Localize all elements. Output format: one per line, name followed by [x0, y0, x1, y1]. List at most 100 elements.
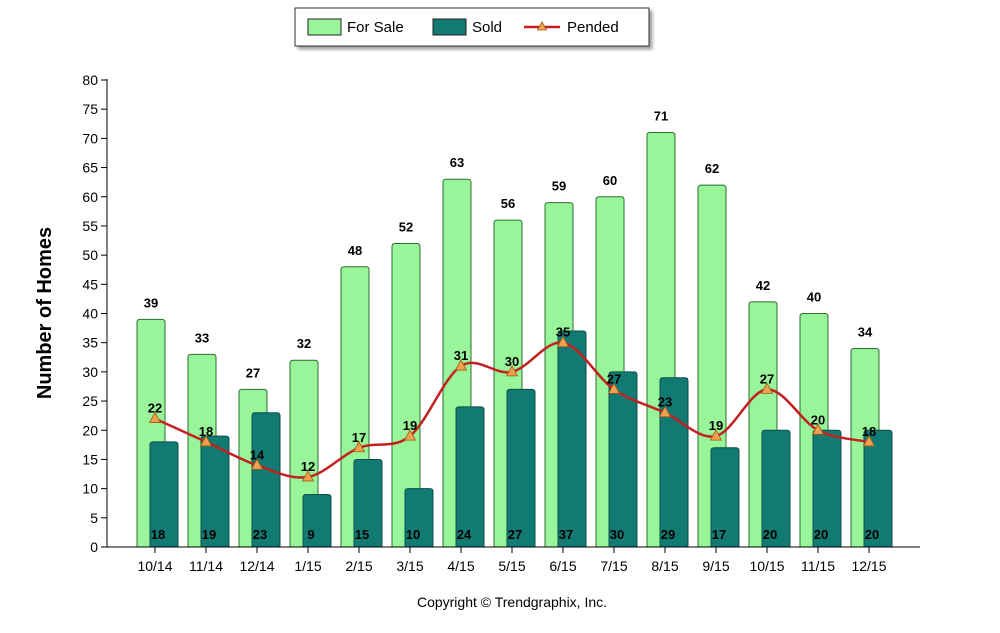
data-label-pended: 35: [556, 325, 570, 340]
data-label-sold: 20: [763, 527, 777, 542]
bar-sold: [557, 330, 587, 548]
x-tick-label: 9/15: [702, 558, 729, 574]
marker-pended: [811, 423, 825, 435]
data-label-for-sale: 48: [348, 243, 362, 258]
y-tick-label: 25: [82, 393, 98, 409]
y-tick-label: 65: [82, 160, 98, 176]
data-label-sold: 27: [508, 527, 522, 542]
data-label-sold: 15: [355, 527, 369, 542]
marker-pended: [607, 382, 621, 394]
marker-pended: [454, 359, 468, 371]
x-tick-label: 12/14: [239, 558, 274, 574]
data-label-for-sale: 33: [195, 330, 209, 345]
y-tick-label: 70: [82, 130, 98, 146]
data-label-pended: 18: [199, 424, 213, 439]
legend-marker-pended: [536, 21, 548, 31]
bar-for-sale: [391, 242, 421, 548]
data-label-sold: 37: [559, 527, 573, 542]
x-tick-label: 7/15: [600, 558, 627, 574]
data-label-for-sale: 34: [858, 325, 873, 340]
data-label-for-sale: 39: [144, 295, 158, 310]
y-tick-label: 15: [82, 451, 98, 467]
y-tick-label: 60: [82, 189, 98, 205]
legend-label-for-sale: For Sale: [347, 19, 404, 36]
x-tick-label: 3/15: [396, 558, 423, 574]
bar-sold: [710, 447, 740, 548]
y-tick-label: 40: [82, 306, 98, 322]
legend-label-sold: Sold: [472, 19, 502, 36]
bar-sold: [455, 406, 485, 548]
y-tick-label: 75: [82, 101, 98, 117]
data-label-for-sale: 71: [654, 109, 668, 124]
marker-pended: [556, 335, 570, 348]
marker-pended: [301, 470, 315, 482]
marker-pended: [403, 429, 417, 441]
y-tick-label: 45: [82, 276, 98, 292]
data-label-pended: 27: [760, 371, 774, 386]
data-label-sold: 20: [814, 527, 828, 542]
bar-sold: [761, 429, 791, 548]
bar-sold: [863, 429, 893, 548]
data-label-for-sale: 27: [246, 365, 260, 380]
legend-swatch-sold: [432, 18, 467, 36]
bar-sold: [302, 493, 332, 548]
data-label-pended: 27: [607, 371, 621, 386]
data-label-for-sale: 59: [552, 179, 566, 194]
x-tick-label: 10/14: [137, 558, 172, 574]
y-tick-label: 0: [90, 539, 98, 555]
marker-pended: [862, 435, 876, 447]
data-label-for-sale: 32: [297, 336, 311, 351]
data-label-sold: 18: [151, 527, 165, 542]
bar-sold: [353, 458, 383, 548]
data-label-for-sale: 42: [756, 278, 770, 293]
bar-sold: [251, 412, 281, 548]
x-tick-label: 11/14: [189, 558, 223, 574]
y-axis: 0 5 10 15 20 25 30 35 40 45 50 55 60 65 70 75 80: [82, 72, 108, 555]
x-axis: 10/14 11/14 12/14 1/15 2/15 3/15 4/15 5/15 6/15 7…: [107, 546, 920, 574]
data-label-pended: 12: [301, 459, 315, 474]
data-label-for-sale: 60: [603, 173, 617, 188]
marker-pended: [352, 440, 366, 453]
x-tick-label: 6/15: [549, 558, 576, 574]
legend: For Sale Sold Pended: [294, 7, 650, 47]
y-tick-label: 80: [82, 72, 98, 88]
bars-sold: 18 19 23 9 15 10 24 27 37 30 29 17 20 20 20: [149, 330, 893, 548]
legend-box: [294, 7, 650, 47]
y-tick-label: 30: [82, 364, 98, 380]
data-label-sold: 19: [202, 527, 216, 542]
bar-sold: [200, 435, 230, 548]
x-tick-label: 10/15: [749, 558, 784, 574]
y-axis-label: Number of Homes: [34, 227, 56, 399]
marker-pended: [199, 435, 213, 447]
y-tick-label: 50: [82, 247, 98, 263]
y-tick-label: 55: [82, 218, 98, 234]
line-pended: 22 18 14 12 17 19 31 30 35 27 23 19 27 20 18: [148, 325, 876, 482]
legend-label-pended: Pended: [567, 19, 619, 36]
data-label-pended: 19: [709, 418, 723, 433]
bar-sold: [659, 377, 689, 548]
data-label-sold: 17: [712, 527, 726, 542]
bar-sold: [812, 429, 842, 548]
data-label-sold: 10: [406, 527, 420, 542]
data-label-sold: 20: [865, 527, 879, 542]
data-label-pended: 19: [403, 418, 417, 433]
y-tick-label: 5: [90, 510, 98, 526]
copyright-text: Copyright © Trendgraphix, Inc.: [417, 594, 607, 610]
data-label-sold: 24: [457, 527, 472, 542]
marker-pended: [760, 382, 774, 394]
data-label-pended: 22: [148, 401, 162, 416]
marker-pended: [658, 405, 672, 418]
x-tick-label: 4/15: [447, 558, 474, 574]
data-label-for-sale: 40: [807, 290, 821, 305]
y-tick-label: 10: [82, 481, 98, 497]
marker-pended: [250, 458, 264, 470]
data-label-pended: 14: [250, 447, 265, 462]
marker-pended: [505, 365, 519, 377]
data-label-sold: 9: [307, 527, 314, 542]
bar-sold: [506, 388, 536, 548]
data-label-sold: 29: [661, 527, 675, 542]
data-label-for-sale: 56: [501, 196, 515, 211]
x-tick-label: 2/15: [345, 558, 372, 574]
data-label-for-sale: 63: [450, 155, 464, 170]
